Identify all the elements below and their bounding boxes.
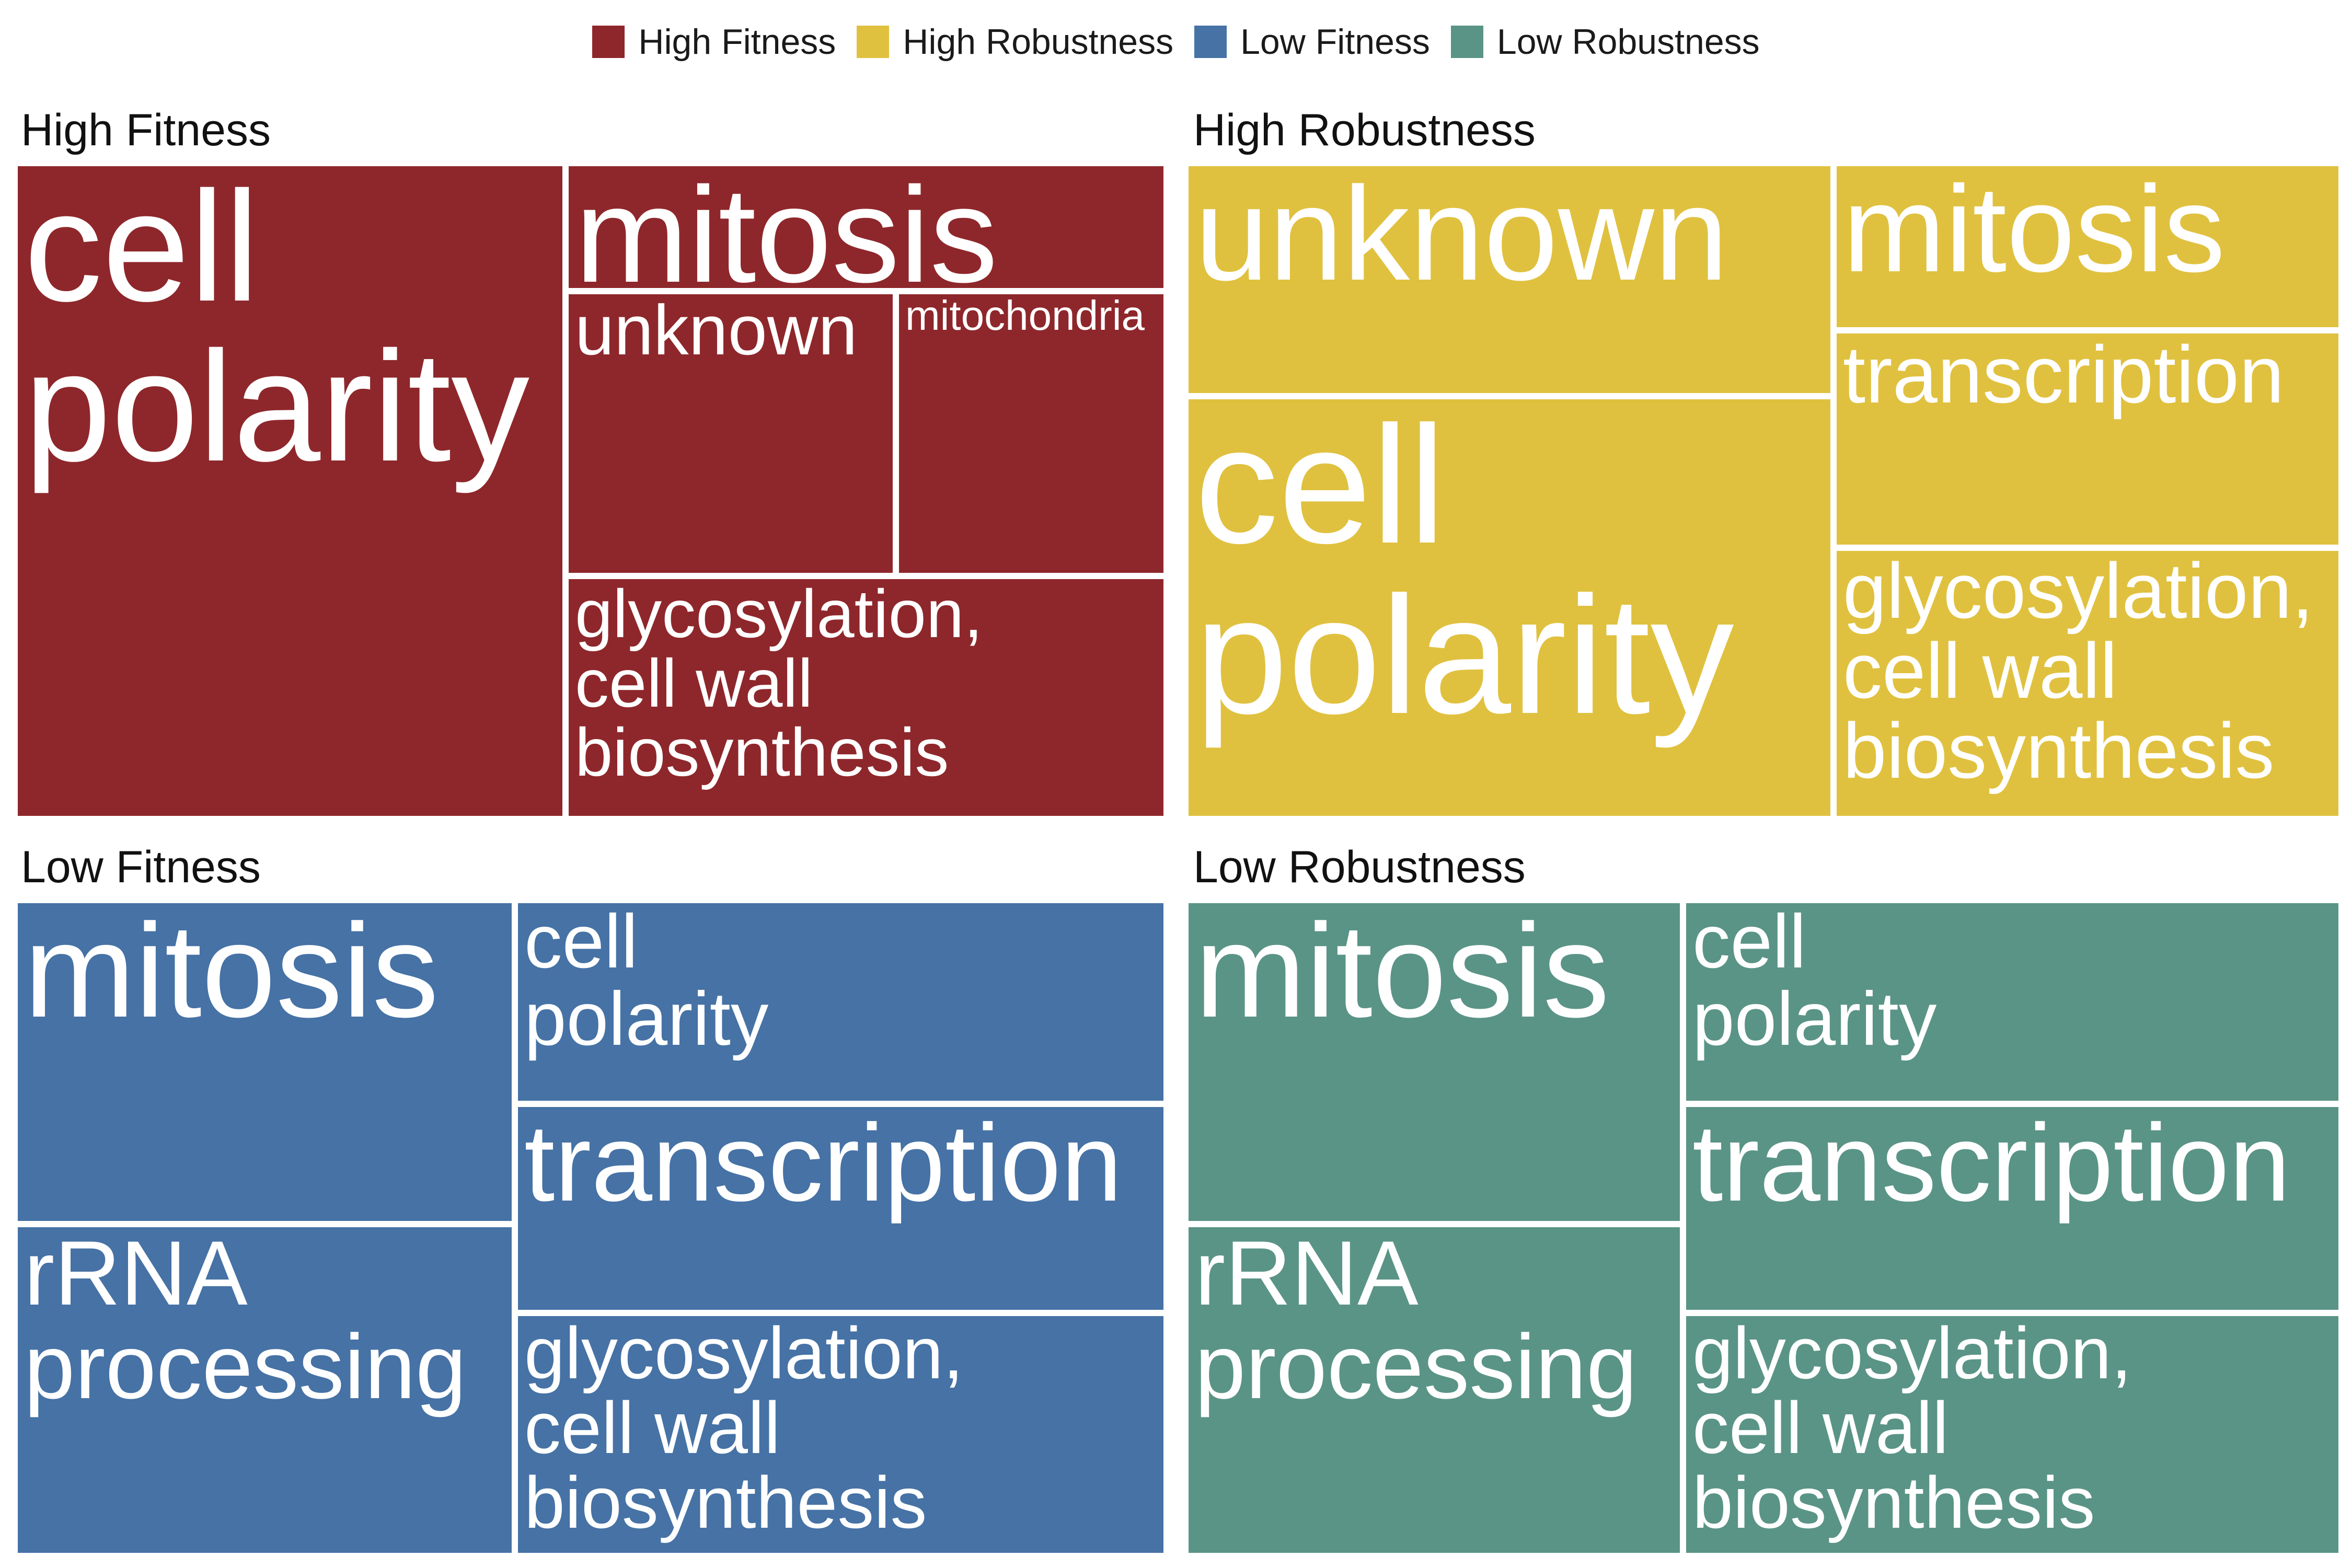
tile-label: cell polarity	[1195, 399, 1734, 741]
treemap-tile-high-fitness-unknown: unknown	[566, 291, 896, 576]
tile-label: mitosis	[575, 163, 998, 291]
treemap-tile-high-robustness-transcription: transcription	[1834, 330, 2342, 548]
legend-swatch	[592, 26, 625, 58]
tile-label-line: glycosylation,	[1692, 1313, 2132, 1394]
tile-label-line: glycosylation,	[575, 576, 983, 652]
tile-label: unknown	[1195, 166, 1728, 302]
legend-item-high-robustness: High Robustness	[857, 21, 1173, 62]
tile-label-line: mitosis	[24, 900, 439, 1045]
chart-legend: High Fitness High Robustness Low Fitness…	[0, 18, 2352, 65]
legend-label: Low Robustness	[1496, 22, 1760, 62]
tile-label-line: cell	[24, 163, 260, 334]
treemap-tile-low-fitness-cell-polarity: cell polarity	[515, 900, 1167, 1104]
tile-label: transcription	[1692, 1107, 2290, 1219]
legend-label: High Robustness	[903, 22, 1174, 62]
treemap-tile-low-fitness-transcription: transcription	[515, 1104, 1167, 1313]
tile-label-line: transcription	[524, 1104, 1122, 1224]
tile-label-line: processing	[1195, 1316, 1638, 1418]
tile-label: rRNA processing	[24, 1227, 466, 1414]
tile-label-line: biosynthesis	[1692, 1461, 2095, 1543]
panel-title-high-robustness: High Robustness	[1193, 105, 1536, 155]
panel-title-high-fitness: High Fitness	[21, 105, 271, 155]
tile-label-line: rRNA	[24, 1224, 248, 1324]
tile-label-line: cell	[1195, 396, 1446, 578]
tile-label: unknown	[575, 294, 857, 366]
treemap-tile-high-fitness-glycosylation-cell-wall-biosynthesis: glycosylation, cell wall biosynthesis	[566, 576, 1167, 819]
panel-title-low-fitness: Low Fitness	[21, 842, 261, 892]
tile-label: transcription	[1843, 333, 2284, 416]
treemap-tile-high-robustness-glycosylation-cell-wall-biosynthesis: glycosylation, cell wall biosynthesis	[1834, 548, 2342, 819]
tile-label: cell polarity	[24, 166, 529, 486]
tile-label: mitosis	[1195, 903, 1609, 1039]
legend-swatch	[857, 26, 890, 58]
treemap-tile-high-fitness-cell-polarity: cell polarity	[15, 163, 566, 819]
tile-label: cell polarity	[1692, 903, 1936, 1058]
tile-label: mitosis	[24, 903, 439, 1039]
tile-label-line: biosynthesis	[524, 1461, 927, 1543]
treemap-tile-low-robustness-cell-polarity: cell polarity	[1683, 900, 2342, 1104]
treemap-tile-high-robustness-cell-polarity: cell polarity	[1185, 396, 1834, 819]
treemap-tile-low-robustness-mitosis: mitosis	[1185, 900, 1683, 1224]
treemap-tile-high-fitness-mitosis: mitosis	[566, 163, 1167, 291]
tile-label-line: transcription	[1843, 330, 2285, 420]
treemap-tile-high-robustness-unknown: unknown	[1185, 163, 1834, 396]
tile-label: cell polarity	[524, 903, 768, 1058]
panel-title-low-robustness: Low Robustness	[1193, 842, 1526, 892]
tile-label: mitosis	[1843, 166, 2225, 292]
tile-label-line: cell wall	[1692, 1386, 1949, 1469]
treemap-tile-low-robustness-glycosylation-cell-wall-biosynthesis: glycosylation, cell wall biosynthesis	[1683, 1313, 2342, 1556]
tile-label-line: processing	[24, 1316, 467, 1418]
tile-label-line: mitochondria	[905, 292, 1145, 339]
tile-label-line: cell wall	[524, 1386, 781, 1469]
tile-label-line: cell wall	[575, 644, 813, 721]
treemap-tile-low-fitness-mitosis: mitosis	[15, 900, 515, 1224]
treemap-tile-high-fitness-mitochondria: mitochondria	[896, 291, 1167, 576]
tile-label-line: cell	[1692, 900, 1806, 984]
tile-label-line: glycosylation,	[524, 1313, 964, 1394]
tile-label: glycosylation, cell wall biosynthesis	[1843, 551, 2313, 791]
tile-label: glycosylation, cell wall biosynthesis	[524, 1316, 963, 1540]
treemap-tile-low-fitness-glycosylation-cell-wall-biosynthesis: glycosylation, cell wall biosynthesis	[515, 1313, 1167, 1556]
tile-label-line: unknown	[1195, 163, 1728, 308]
legend-item-low-fitness: Low Fitness	[1194, 21, 1430, 62]
tile-label-line: biosynthesis	[575, 714, 949, 791]
legend-swatch	[1450, 26, 1483, 58]
tile-label: glycosylation, cell wall biosynthesis	[575, 579, 983, 787]
treemap-tile-high-robustness-mitosis: mitosis	[1834, 163, 2342, 330]
tile-label-line: unknown	[575, 291, 858, 370]
tile-label-line: rRNA	[1195, 1224, 1419, 1324]
tile-label-line: cell wall	[1843, 627, 2118, 714]
tile-label-line: cell	[524, 900, 638, 984]
tile-label: glycosylation, cell wall biosynthesis	[1692, 1316, 2131, 1540]
tile-label-line: polarity	[24, 318, 530, 494]
tile-label-line: polarity	[1692, 976, 1937, 1061]
legend-item-high-fitness: High Fitness	[592, 21, 836, 62]
tile-label: mitochondria	[905, 294, 1145, 337]
treemap-tile-low-robustness-rrna-processing: rRNA processing	[1185, 1224, 1683, 1556]
tile-label-line: biosynthesis	[1843, 707, 2275, 794]
legend-item-low-robustness: Low Robustness	[1450, 21, 1760, 62]
tile-label-line: glycosylation,	[1843, 548, 2314, 635]
tile-label-line: polarity	[1195, 561, 1734, 749]
legend-label: High Fitness	[638, 22, 836, 62]
treemap-tile-low-robustness-transcription: transcription	[1683, 1104, 2342, 1313]
tile-label: transcription	[524, 1107, 1122, 1219]
tile-label-line: transcription	[1692, 1104, 2290, 1224]
legend-swatch	[1194, 26, 1227, 58]
tile-label: rRNA processing	[1195, 1227, 1637, 1414]
treemap-tile-low-fitness-rrna-processing: rRNA processing	[15, 1224, 515, 1556]
tile-label-line: polarity	[524, 976, 769, 1061]
tile-label-line: mitosis	[575, 163, 998, 291]
legend-label: Low Fitness	[1240, 22, 1430, 62]
tile-label-line: mitosis	[1843, 163, 2226, 297]
tile-label-line: mitosis	[1195, 900, 1610, 1045]
